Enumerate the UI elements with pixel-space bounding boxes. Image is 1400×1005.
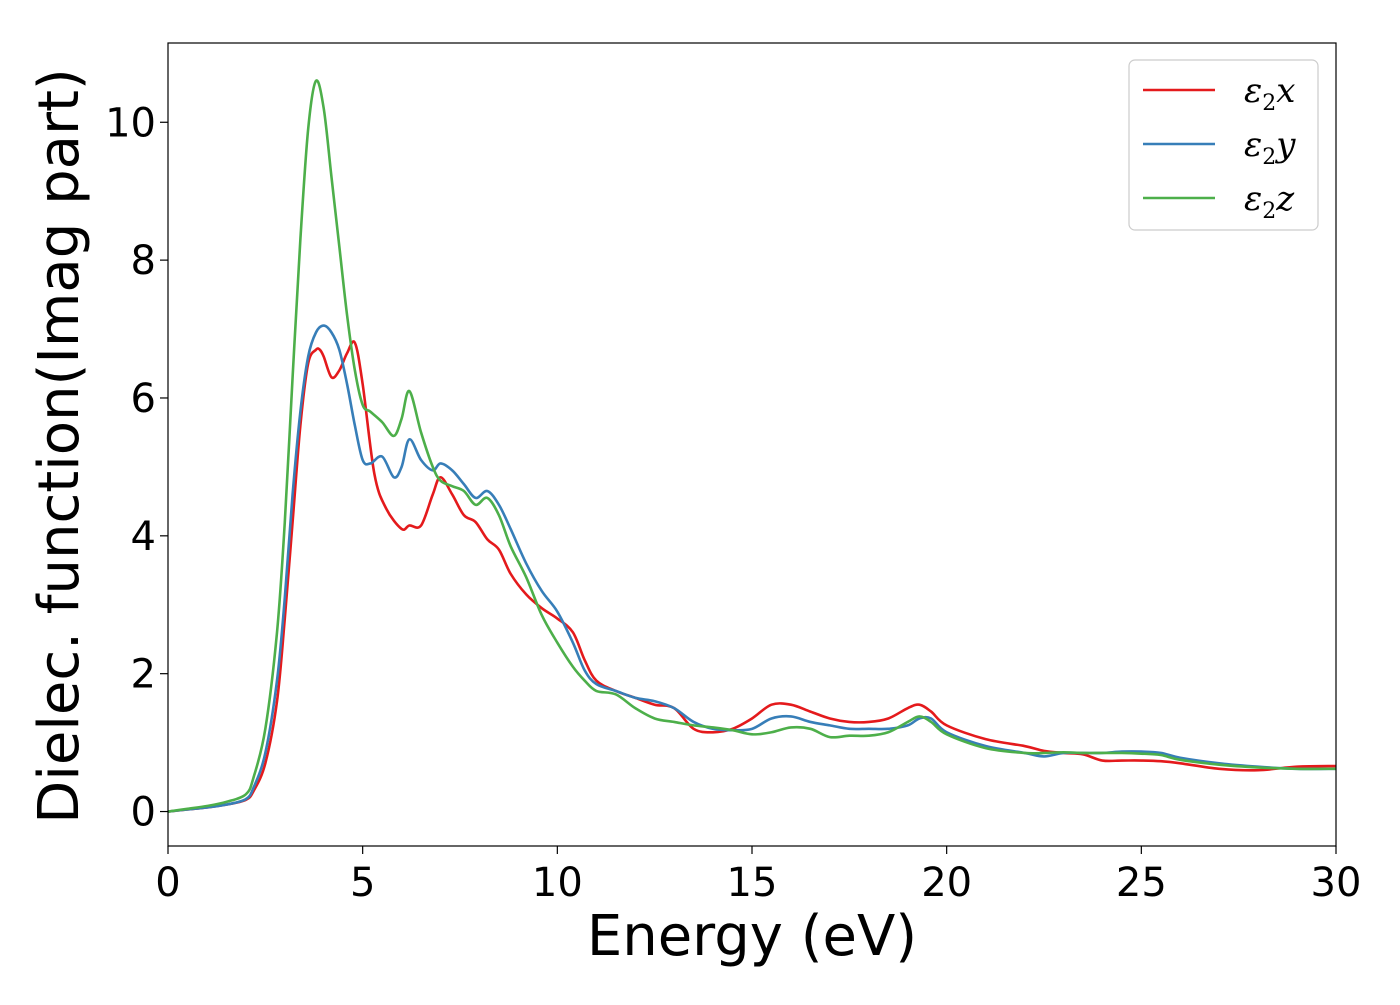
- y-tick-label: 10: [105, 100, 156, 146]
- y-tick-label: 8: [131, 238, 156, 284]
- y-axis-label: Dielec. function(Imag part): [27, 68, 92, 824]
- legend-label-y: ε2y: [1244, 125, 1296, 170]
- legend: ε2x ε2y ε2z: [1128, 59, 1319, 231]
- y-tick-label: 4: [131, 514, 156, 560]
- series-line-x: [168, 340, 1336, 813]
- y-axis: 0 2 4 6 8 10: [105, 100, 168, 836]
- x-tick-label: 20: [921, 860, 972, 906]
- legend-label-z: ε2z: [1244, 179, 1295, 224]
- series-line-z: [168, 79, 1336, 813]
- x-tick-label: 0: [155, 860, 180, 906]
- x-tick-label: 10: [532, 860, 583, 906]
- x-axis-label: Energy (eV): [587, 904, 917, 969]
- legend-label-x: ε2x: [1244, 71, 1295, 116]
- series-lines: [168, 79, 1336, 813]
- y-tick-label: 2: [131, 652, 156, 698]
- y-tick-label: 6: [131, 376, 156, 422]
- x-tick-label: 5: [350, 860, 375, 906]
- legend-box: [1128, 59, 1319, 231]
- x-axis: 0 5 10 15 20 25 30: [155, 846, 1361, 906]
- x-tick-label: 15: [727, 860, 778, 906]
- x-tick-label: 25: [1116, 860, 1167, 906]
- x-tick-label: 30: [1311, 860, 1362, 906]
- y-tick-label: 0: [131, 790, 156, 836]
